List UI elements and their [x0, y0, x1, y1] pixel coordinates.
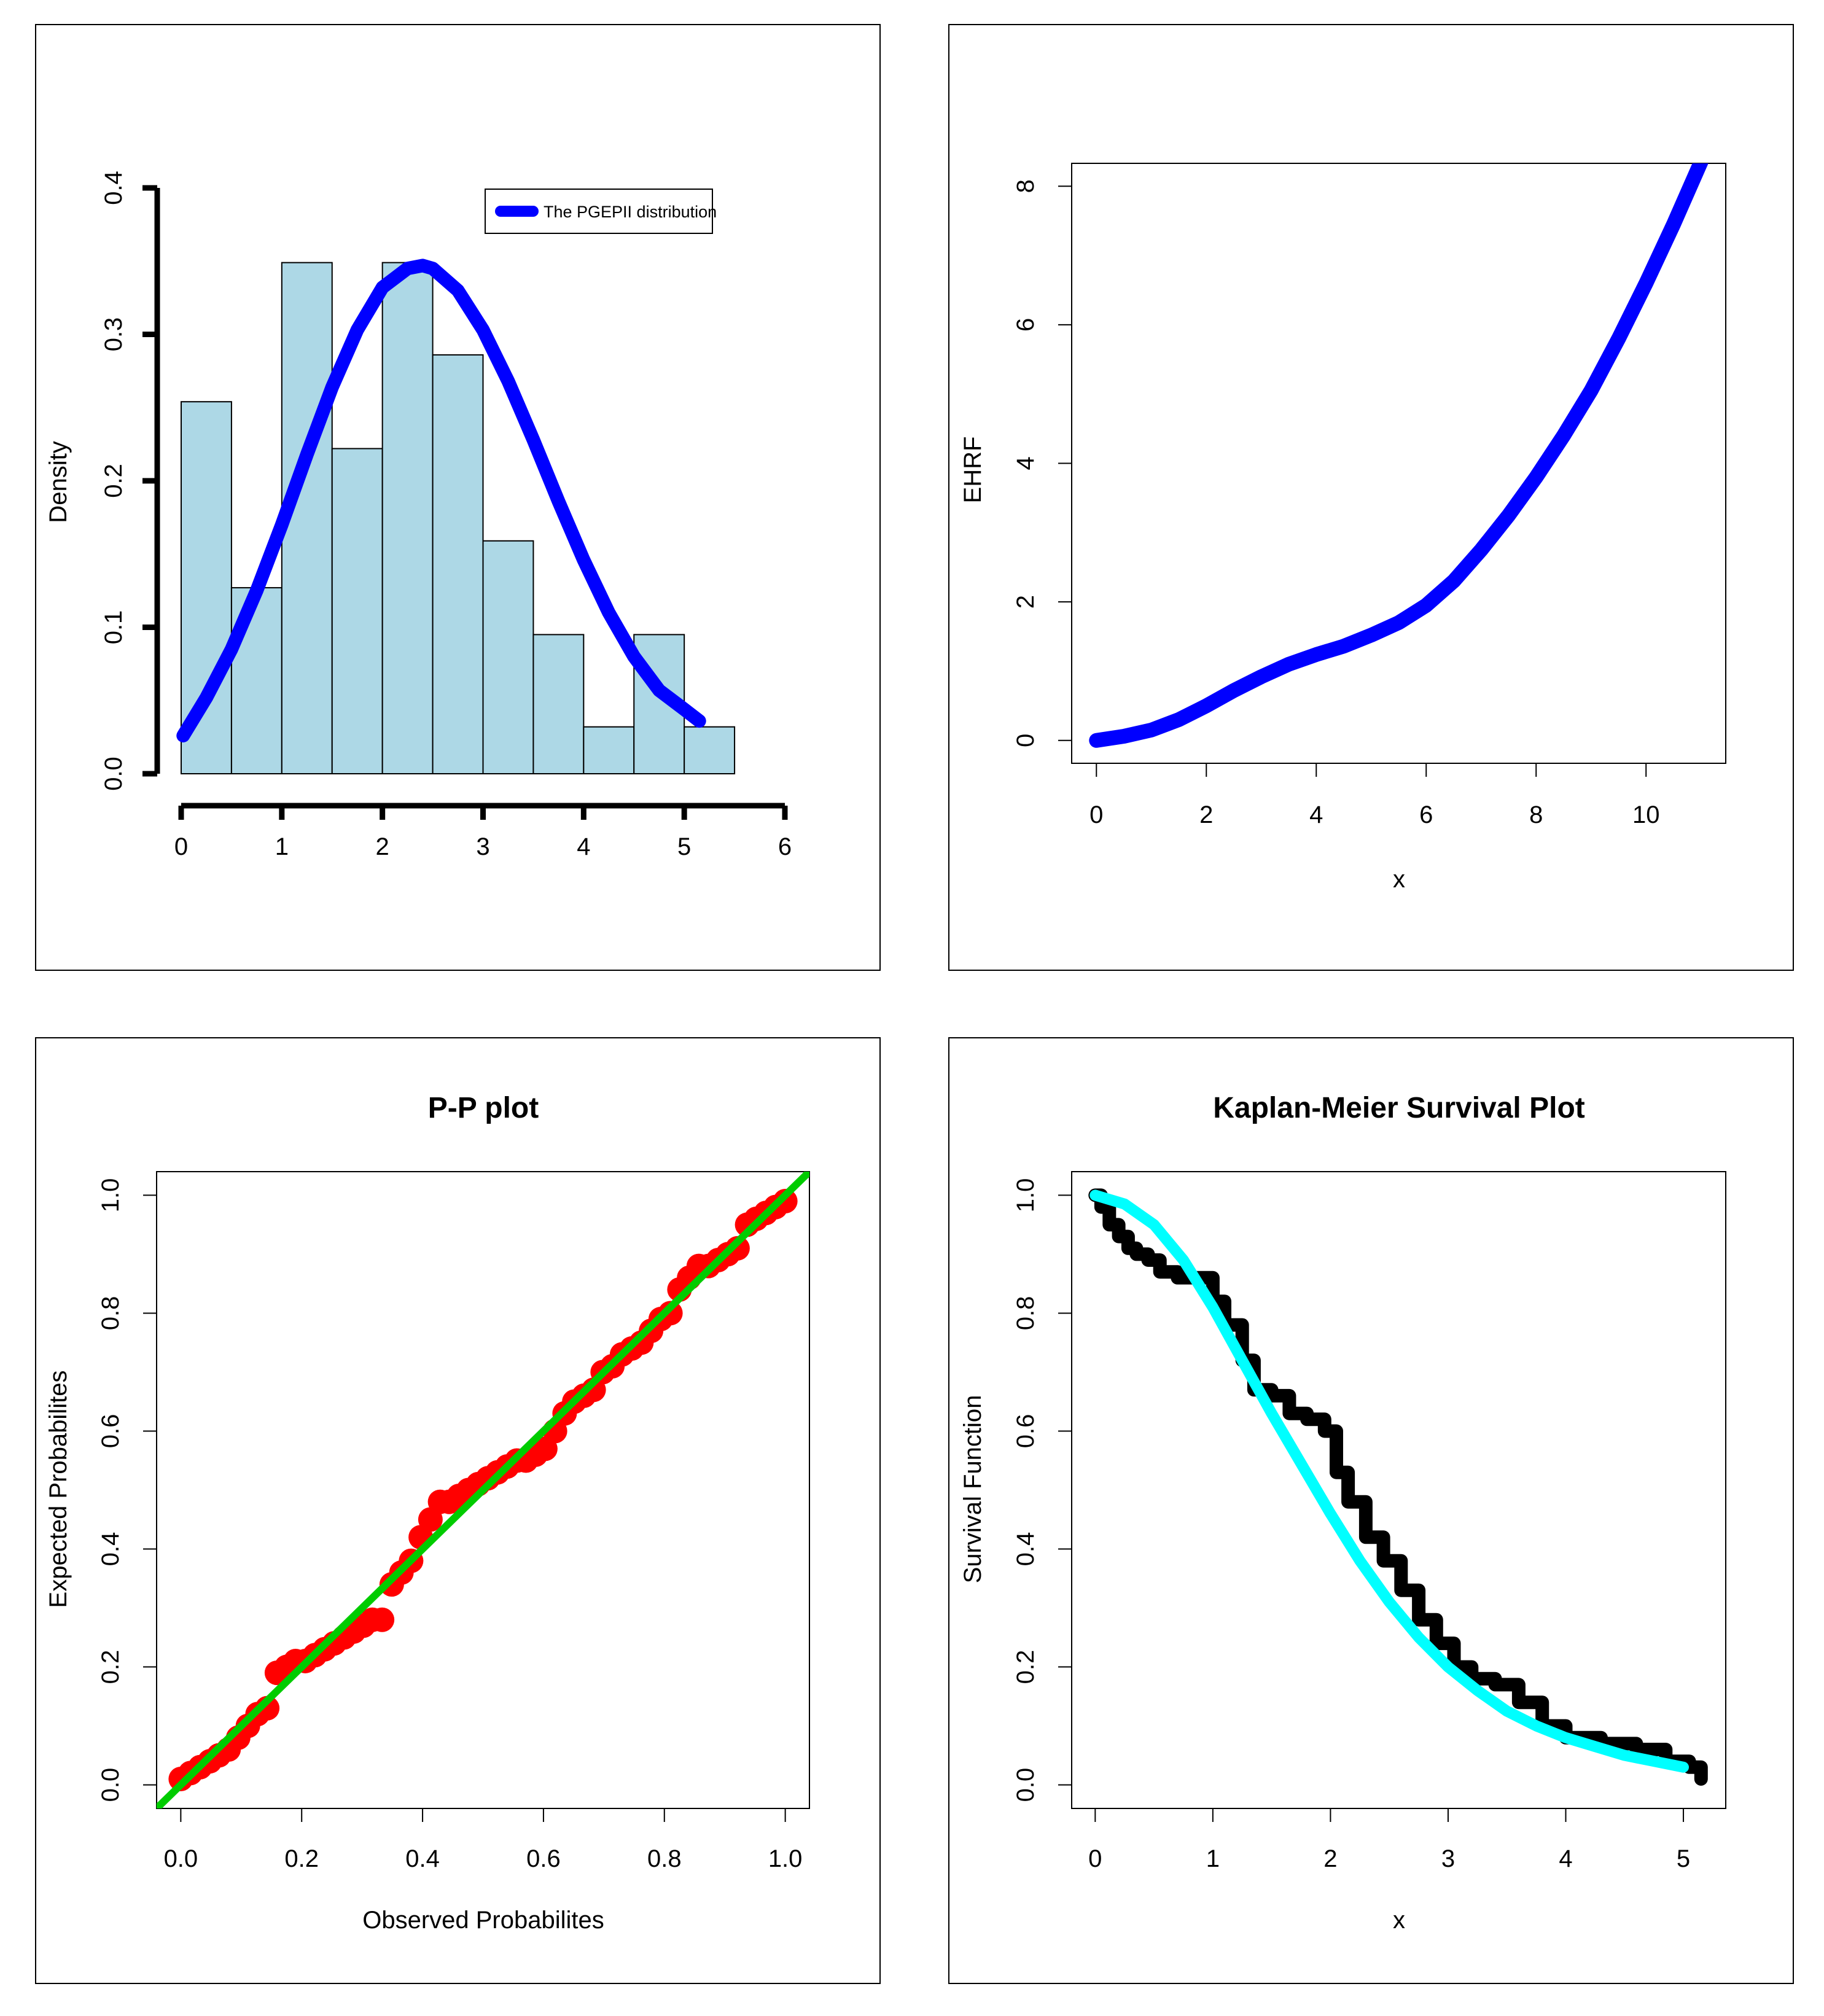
- ehrf-curve-group: [1089, 163, 1709, 748]
- histogram-bar: [482, 540, 534, 774]
- pp-x-tick-label: 0.8: [647, 1845, 682, 1872]
- km-y-tick-label: 0.2: [1012, 1650, 1039, 1684]
- pp-x-tick-label: 1.0: [768, 1845, 803, 1872]
- km-x-tick-label: 3: [1441, 1845, 1455, 1872]
- pp-y-tick-label: 0.0: [97, 1768, 124, 1802]
- ehrf-x-tick-label: 10: [1632, 801, 1660, 828]
- km-y-tick-label: 1.0: [1012, 1178, 1039, 1213]
- histogram-y-tick-label: 0.3: [100, 317, 127, 352]
- km-x-tick-label: 0: [1088, 1845, 1102, 1872]
- histogram-y-tick-label: 0.1: [100, 610, 127, 645]
- pp-panel: 0.0 0.2 0.4 0.6 0.8 1.0 0.0 0.2 0.4 0.6 0.8 1.0 P-P…: [45, 1092, 810, 1934]
- histogram-bar: [432, 354, 484, 774]
- km-fitted-curve: [1089, 1189, 1689, 1773]
- pp-x-tick-label: 0.4: [405, 1845, 440, 1872]
- histogram-x-tick-label: 3: [476, 833, 489, 860]
- panel-frame-pp: [35, 1037, 881, 1984]
- histogram-bar: [583, 726, 635, 775]
- histogram-x-tick-label: 0: [174, 833, 188, 860]
- legend-label: The PGEPII distribution: [544, 203, 717, 221]
- pp-y-tick-label: 0.2: [97, 1650, 124, 1684]
- pp-y-tick-label: 0.6: [97, 1414, 124, 1449]
- km-panel: 0 1 2 3 4 5 0.0 0.2 0.4 0.6 0.8 1.0 Kaplan-Meier Su…: [959, 1092, 1726, 1934]
- km-series: [1088, 1188, 1708, 1786]
- histogram-bar: [181, 401, 232, 774]
- km-x-axis-title: x: [1393, 1907, 1405, 1934]
- pp-x-tick-label: 0.2: [284, 1845, 319, 1872]
- km-x-tick-label: 1: [1206, 1845, 1220, 1872]
- km-y-tick-label: 0.6: [1012, 1414, 1039, 1449]
- pp-x-tick-label: 0.0: [164, 1845, 198, 1872]
- km-axes: 0 1 2 3 4 5 0.0 0.2 0.4 0.6 0.8 1.0: [1012, 1178, 1690, 1872]
- histogram-x-tick-label: 4: [577, 833, 590, 860]
- density-curve-group: [176, 259, 706, 742]
- histogram-x-tick-label: 5: [677, 833, 691, 860]
- km-y-tick-label: 0.8: [1012, 1296, 1039, 1331]
- km-y-axis-title: Survival Function: [959, 1395, 986, 1584]
- km-x-tick-label: 2: [1323, 1845, 1337, 1872]
- ehrf-x-tick-label: 6: [1419, 801, 1433, 828]
- ehrf-y-axis-title: EHRF: [959, 437, 986, 504]
- pp-title: P-P plot: [428, 1092, 539, 1124]
- histogram-bar: [381, 262, 434, 774]
- km-title: Kaplan-Meier Survival Plot: [1213, 1092, 1585, 1124]
- pp-plot-box: [156, 1171, 810, 1809]
- ehrf-panel: 0 2 4 6 8 10 0 2 4 6 8 x EHRF: [959, 163, 1726, 893]
- pp-y-tick-label: 0.8: [97, 1296, 124, 1331]
- histogram-x-tick-label: 2: [376, 833, 389, 860]
- pp-y-tick-label: 0.4: [97, 1532, 124, 1566]
- km-step-curve: [1088, 1188, 1708, 1786]
- pp-x-axis-title: Observed Probabilites: [362, 1907, 604, 1934]
- pp-point: [370, 1607, 395, 1632]
- km-y-tick-label: 0.4: [1012, 1532, 1039, 1566]
- pp-reference-line: [157, 1172, 809, 1808]
- ehrf-x-tick-label: 2: [1199, 801, 1213, 828]
- km-y-tick-label: 0.0: [1012, 1768, 1039, 1802]
- pp-reference-line-group: [157, 1172, 809, 1808]
- ehrf-y-tick-label: 0: [1012, 734, 1039, 747]
- legend: The PGEPII distribution: [485, 189, 717, 234]
- density-curve: [176, 259, 706, 742]
- ehrf-x-axis-title: x: [1393, 866, 1405, 893]
- ehrf-curve: [1089, 163, 1709, 748]
- ehrf-x-tick-label: 8: [1529, 801, 1543, 828]
- ehrf-y-tick-label: 6: [1012, 318, 1039, 332]
- histogram-bar: [532, 634, 585, 775]
- histogram-y-tick-label: 0.2: [100, 464, 127, 498]
- histogram-bar: [684, 726, 736, 775]
- panel-frame-ehrf: [948, 24, 1794, 971]
- pp-x-tick-label: 0.6: [526, 1845, 561, 1872]
- histogram-x-tick-label: 6: [778, 833, 792, 860]
- pp-point: [658, 1301, 683, 1326]
- pp-y-tick-label: 1.0: [97, 1178, 124, 1213]
- ehrf-y-tick-label: 4: [1012, 456, 1039, 470]
- km-x-tick-label: 4: [1559, 1845, 1572, 1872]
- histogram-y-axis-title: Density: [45, 441, 72, 523]
- panel-frame-km: [948, 1037, 1794, 1984]
- histogram-x-tick-label: 1: [275, 833, 289, 860]
- ehrf-x-tick-label: 0: [1089, 801, 1103, 828]
- ehrf-y-tick-label: 8: [1012, 179, 1039, 193]
- km-x-tick-label: 5: [1677, 1845, 1690, 1872]
- histogram-y-tick-label: 0.0: [100, 757, 127, 791]
- histogram-y-tick-label: 0.4: [100, 171, 127, 205]
- panel-frame-histogram: [35, 24, 881, 971]
- pp-point: [725, 1236, 750, 1261]
- histogram-bar: [331, 448, 383, 774]
- ehrf-y-tick-label: 2: [1012, 595, 1039, 609]
- km-plot-box: [1071, 1171, 1726, 1809]
- pp-y-axis-title: Expected Probabilites: [45, 1371, 72, 1608]
- pp-point: [773, 1189, 798, 1214]
- ehrf-axes: 0 2 4 6 8 10 0 2 4 6 8: [1012, 179, 1659, 828]
- pp-axes: 0.0 0.2 0.4 0.6 0.8 1.0 0.0 0.2 0.4 0.6 0.8 1.0: [97, 1178, 802, 1872]
- ehrf-x-tick-label: 4: [1309, 801, 1323, 828]
- histogram-panel: 0 1 2 3 4 5 6 0.0 0.1 0.2 0.3 0.4 Density The PGEPI…: [45, 171, 792, 860]
- histogram-axes: 0 1 2 3 4 5 6 0.0 0.1 0.2 0.3 0.4: [100, 171, 792, 860]
